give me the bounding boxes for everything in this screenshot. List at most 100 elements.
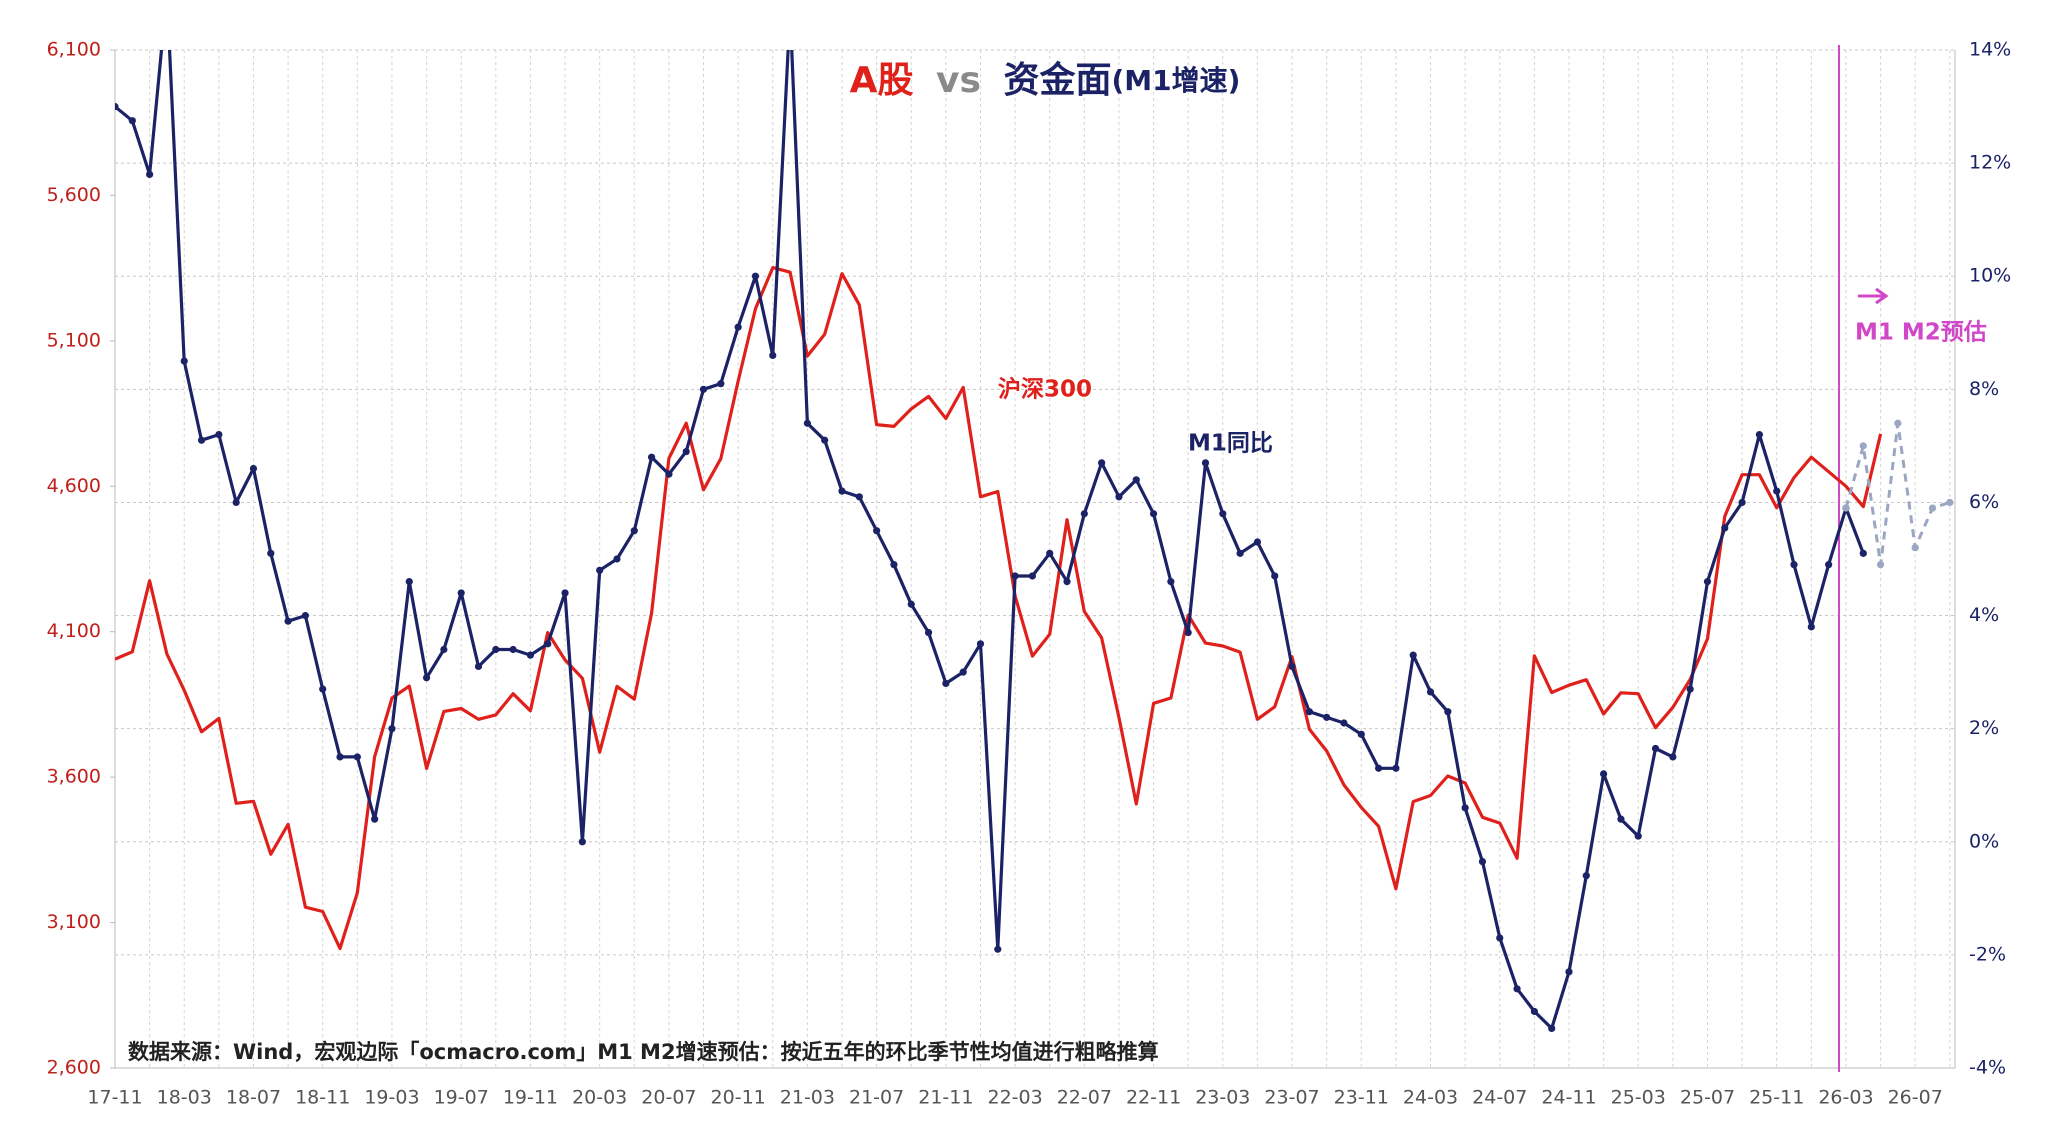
x-tick-label: 25-11 — [1749, 1087, 1804, 1109]
point — [1271, 572, 1279, 580]
point — [699, 385, 708, 393]
point — [180, 357, 188, 365]
point — [1080, 510, 1088, 518]
point — [1825, 561, 1833, 569]
x-tick-label: 19-11 — [503, 1087, 558, 1109]
point — [1565, 968, 1573, 976]
x-tick-label: 20-11 — [711, 1087, 766, 1109]
y2-tick-label: 10% — [1969, 265, 2011, 287]
x-tick-label: 21-07 — [849, 1087, 904, 1109]
x-tick-label: 22-07 — [1057, 1087, 1112, 1109]
point — [1703, 578, 1712, 586]
point — [1859, 442, 1867, 450]
point — [526, 651, 535, 659]
x-tick-label: 22-03 — [987, 1087, 1042, 1109]
x-tick-label: 25-07 — [1680, 1087, 1735, 1109]
chart-title: A股 vs 资金面(M1增速) — [850, 59, 1241, 101]
lines — [115, 50, 1954, 1033]
x-tick-label: 23-11 — [1334, 1087, 1389, 1109]
point — [647, 453, 656, 461]
x-tick-label: 24-03 — [1403, 1087, 1458, 1109]
point — [1409, 651, 1417, 659]
point — [596, 566, 604, 574]
point — [682, 447, 690, 456]
point — [1253, 538, 1262, 546]
x-tick-label: 18-07 — [226, 1087, 281, 1109]
point — [422, 674, 431, 682]
point — [1582, 872, 1590, 880]
point — [1859, 549, 1867, 557]
point — [1063, 578, 1071, 586]
x-tick-label: 21-11 — [918, 1087, 973, 1109]
point — [1651, 744, 1660, 753]
point — [457, 589, 465, 597]
point — [1184, 628, 1192, 637]
point — [353, 753, 361, 761]
point — [1669, 753, 1677, 761]
y2-tick-label: -2% — [1969, 943, 2006, 965]
y2-tick-label: 14% — [1969, 39, 2011, 61]
point — [1496, 934, 1504, 942]
x-tick-label: 23-07 — [1264, 1087, 1319, 1109]
point — [630, 527, 638, 535]
point — [1201, 459, 1210, 467]
point — [994, 945, 1002, 953]
x-tick-label: 19-07 — [434, 1087, 489, 1109]
point — [1236, 549, 1244, 557]
point — [215, 430, 223, 439]
point — [249, 464, 258, 473]
point — [1444, 708, 1452, 716]
x-tick-label: 22-11 — [1126, 1087, 1181, 1109]
series-label: M1 M2预估 — [1855, 320, 1987, 346]
point — [1323, 713, 1331, 721]
point — [1807, 623, 1815, 631]
point — [1738, 498, 1746, 507]
point — [1461, 804, 1469, 812]
point — [1288, 662, 1296, 671]
point — [1028, 572, 1037, 580]
point — [1686, 685, 1694, 693]
point — [751, 272, 760, 280]
point — [1374, 764, 1383, 772]
point — [267, 549, 275, 557]
y2-tick-label: 6% — [1969, 491, 1999, 513]
y-tick-label: 5,100 — [47, 329, 101, 351]
point — [821, 436, 829, 444]
point — [1946, 498, 1954, 507]
point — [284, 617, 292, 625]
point — [1773, 487, 1781, 495]
title-part: 资金面 — [1003, 59, 1111, 101]
point — [336, 753, 344, 761]
point — [1634, 832, 1642, 840]
point — [146, 170, 154, 179]
point — [319, 685, 327, 693]
point — [1167, 578, 1175, 586]
y-tick-label: 6,100 — [47, 39, 101, 61]
y-tick-label: 4,100 — [47, 620, 101, 642]
point — [1305, 708, 1313, 716]
point — [301, 611, 310, 620]
point — [1357, 730, 1365, 738]
x-tick-label: 17-11 — [87, 1087, 142, 1109]
point — [1842, 504, 1850, 512]
series-label: M1同比 — [1188, 431, 1273, 457]
x-tick-label: 18-03 — [157, 1087, 212, 1109]
x-tick-label: 20-07 — [641, 1087, 696, 1109]
point — [405, 578, 413, 586]
point — [907, 600, 915, 608]
point — [1132, 476, 1140, 484]
point — [803, 419, 811, 427]
y-tick-label: 3,600 — [47, 766, 101, 788]
point — [1790, 561, 1798, 569]
x-tick-label: 18-11 — [295, 1087, 350, 1109]
source-note: 数据来源：Wind，宏观边际「ocmacro.com」M1 M2增速预估：按近五… — [128, 1040, 1159, 1064]
point — [1894, 419, 1902, 427]
x-tick-label: 24-11 — [1541, 1087, 1596, 1109]
point — [1046, 549, 1054, 557]
point — [1115, 493, 1123, 501]
x-tick-label: 20-03 — [572, 1087, 627, 1109]
point — [561, 589, 569, 597]
point — [734, 323, 742, 331]
y-tick-label: 5,600 — [47, 184, 101, 206]
